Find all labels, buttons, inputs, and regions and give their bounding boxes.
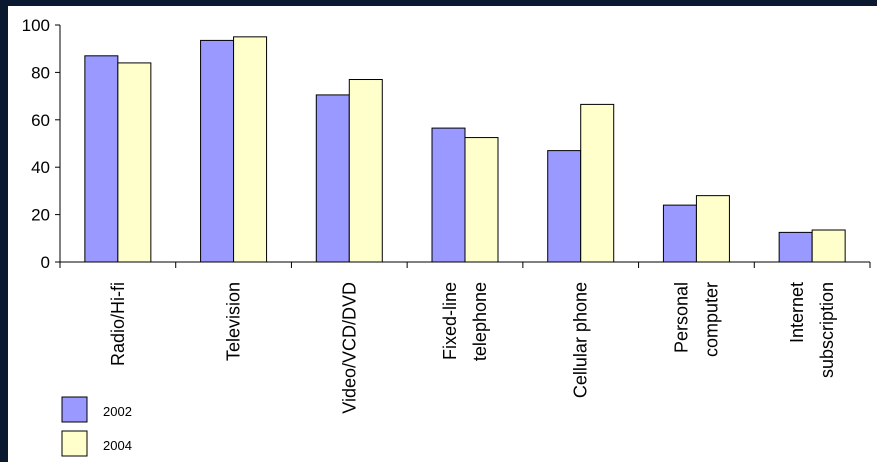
- bar-2002-3: [431, 127, 466, 263]
- y-tick-label: 60: [31, 111, 50, 130]
- bar-2002-5: [662, 204, 697, 263]
- legend-swatch-2004: [61, 430, 88, 457]
- bar-2004-0: [117, 62, 152, 263]
- bar-2004-4: [580, 103, 615, 263]
- bar-2002-1: [200, 39, 235, 263]
- bars: [84, 36, 846, 263]
- y-tick-label: 40: [31, 158, 50, 177]
- bar-2004-6: [811, 229, 846, 263]
- x-tick-label: Fixed-line: [440, 282, 460, 360]
- bar-2004-1: [233, 36, 268, 263]
- x-tick-label: computer: [701, 282, 721, 357]
- y-tick-label: 100: [22, 16, 50, 35]
- x-tick-label: telephone: [470, 282, 490, 361]
- bar-2002-2: [315, 94, 350, 263]
- legend-swatch-2002: [61, 396, 88, 423]
- y-tick-label: 0: [41, 253, 50, 272]
- bar-2004-2: [348, 79, 383, 263]
- bar-2002-0: [84, 55, 119, 263]
- legend: 2002 2004: [61, 396, 132, 457]
- axes: 0 20 40 60 80 100: [22, 16, 871, 272]
- x-tick-label: subscription: [817, 282, 837, 378]
- x-tick-label: Radio/Hi-fi: [108, 282, 128, 366]
- bar-2002-6: [778, 231, 813, 263]
- y-tick-label: 80: [31, 63, 50, 82]
- x-tick-label: Video/VCD/DVD: [339, 282, 359, 414]
- x-tick-label: Television: [224, 282, 244, 361]
- category-labels: Radio/Hi-fi Television Video/VCD/DVD Fixed-…: [108, 282, 837, 414]
- x-tick-label: Personal: [671, 282, 691, 353]
- bar-2004-3: [464, 137, 499, 263]
- bar-2002-4: [547, 150, 582, 263]
- legend-label-2002: 2002: [103, 404, 132, 419]
- x-tick-label: Internet: [787, 282, 807, 343]
- bar-2004-5: [695, 195, 730, 263]
- x-tick-label: Cellular phone: [571, 282, 591, 398]
- y-tick-label: 20: [31, 206, 50, 225]
- legend-label-2004: 2004: [103, 438, 132, 453]
